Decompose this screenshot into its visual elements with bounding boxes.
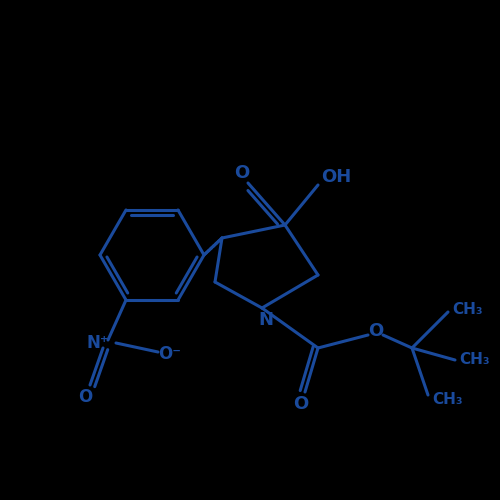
Text: N: N bbox=[258, 311, 274, 329]
Text: O⁻: O⁻ bbox=[158, 345, 182, 363]
Text: OH: OH bbox=[321, 168, 351, 186]
Text: CH₃: CH₃ bbox=[452, 302, 484, 316]
Text: O: O bbox=[234, 164, 250, 182]
Text: CH₃: CH₃ bbox=[460, 352, 490, 368]
Text: O: O bbox=[294, 395, 308, 413]
Text: O: O bbox=[78, 388, 92, 406]
Text: O: O bbox=[368, 322, 384, 340]
Text: CH₃: CH₃ bbox=[432, 392, 464, 407]
Text: N⁺: N⁺ bbox=[86, 334, 110, 352]
